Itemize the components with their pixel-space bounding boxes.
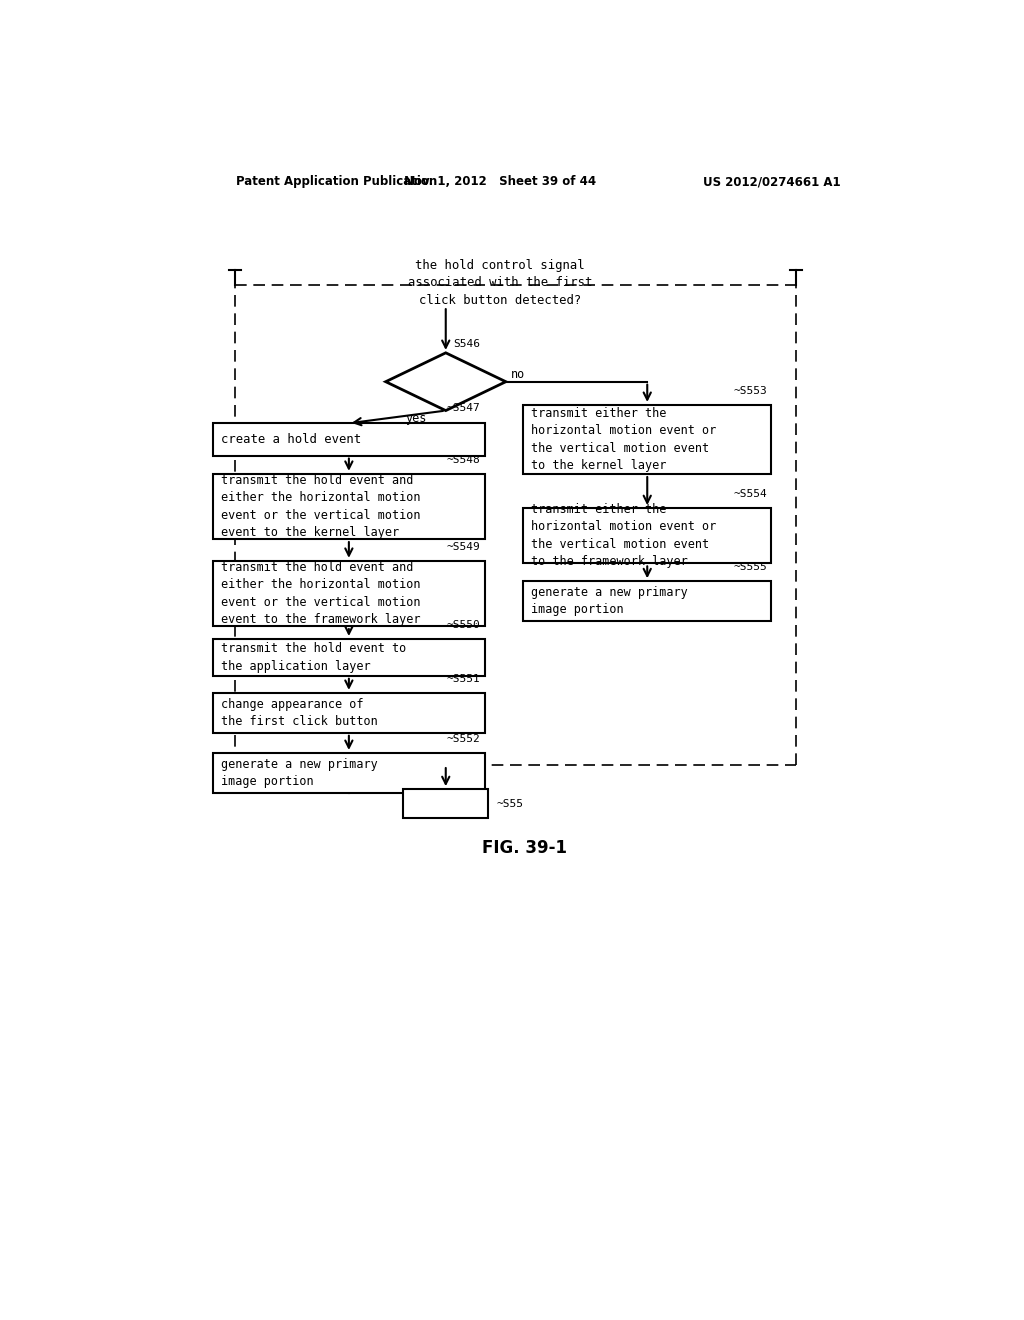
Text: Patent Application Publication: Patent Application Publication bbox=[237, 176, 437, 189]
Text: generate a new primary
image portion: generate a new primary image portion bbox=[531, 586, 688, 616]
Text: transmit the hold event and
either the horizontal motion
event or the vertical m: transmit the hold event and either the h… bbox=[221, 561, 421, 626]
Text: US 2012/0274661 A1: US 2012/0274661 A1 bbox=[703, 176, 841, 189]
Text: ~S551: ~S551 bbox=[446, 675, 480, 684]
FancyBboxPatch shape bbox=[523, 581, 771, 622]
Text: ~S555: ~S555 bbox=[733, 562, 767, 573]
Text: ~S548: ~S548 bbox=[446, 455, 480, 465]
Text: change appearance of
the first click button: change appearance of the first click but… bbox=[221, 697, 378, 729]
Text: generate a new primary
image portion: generate a new primary image portion bbox=[221, 758, 378, 788]
Text: transmit either the
horizontal motion event or
the vertical motion event
to the : transmit either the horizontal motion ev… bbox=[531, 407, 716, 473]
Text: ~S55: ~S55 bbox=[496, 799, 523, 809]
Text: the hold control signal
associated with the first
click button detected?: the hold control signal associated with … bbox=[408, 259, 592, 306]
Text: transmit the hold event to
the application layer: transmit the hold event to the applicati… bbox=[221, 642, 407, 673]
Text: ~S549: ~S549 bbox=[446, 543, 480, 552]
Text: ~S550: ~S550 bbox=[446, 620, 480, 630]
Text: create a hold event: create a hold event bbox=[221, 433, 361, 446]
Text: ~S547: ~S547 bbox=[446, 403, 480, 413]
FancyBboxPatch shape bbox=[213, 639, 484, 676]
FancyBboxPatch shape bbox=[213, 424, 484, 455]
Text: ~S553: ~S553 bbox=[733, 385, 767, 396]
Text: transmit either the
horizontal motion event or
the vertical motion event
to the : transmit either the horizontal motion ev… bbox=[531, 503, 716, 569]
FancyBboxPatch shape bbox=[523, 405, 771, 474]
Text: no: no bbox=[511, 367, 525, 380]
Text: transmit the hold event and
either the horizontal motion
event or the vertical m: transmit the hold event and either the h… bbox=[221, 474, 421, 539]
FancyBboxPatch shape bbox=[213, 693, 484, 733]
Text: ~S552: ~S552 bbox=[446, 734, 480, 744]
FancyBboxPatch shape bbox=[403, 789, 488, 818]
FancyBboxPatch shape bbox=[213, 561, 484, 626]
FancyBboxPatch shape bbox=[213, 752, 484, 793]
Text: ~S554: ~S554 bbox=[733, 490, 767, 499]
FancyBboxPatch shape bbox=[523, 508, 771, 564]
Text: yes: yes bbox=[406, 412, 427, 425]
FancyBboxPatch shape bbox=[213, 474, 484, 539]
Text: S546: S546 bbox=[454, 339, 480, 348]
Text: FIG. 39-1: FIG. 39-1 bbox=[482, 838, 567, 857]
Text: Nov. 1, 2012   Sheet 39 of 44: Nov. 1, 2012 Sheet 39 of 44 bbox=[403, 176, 596, 189]
